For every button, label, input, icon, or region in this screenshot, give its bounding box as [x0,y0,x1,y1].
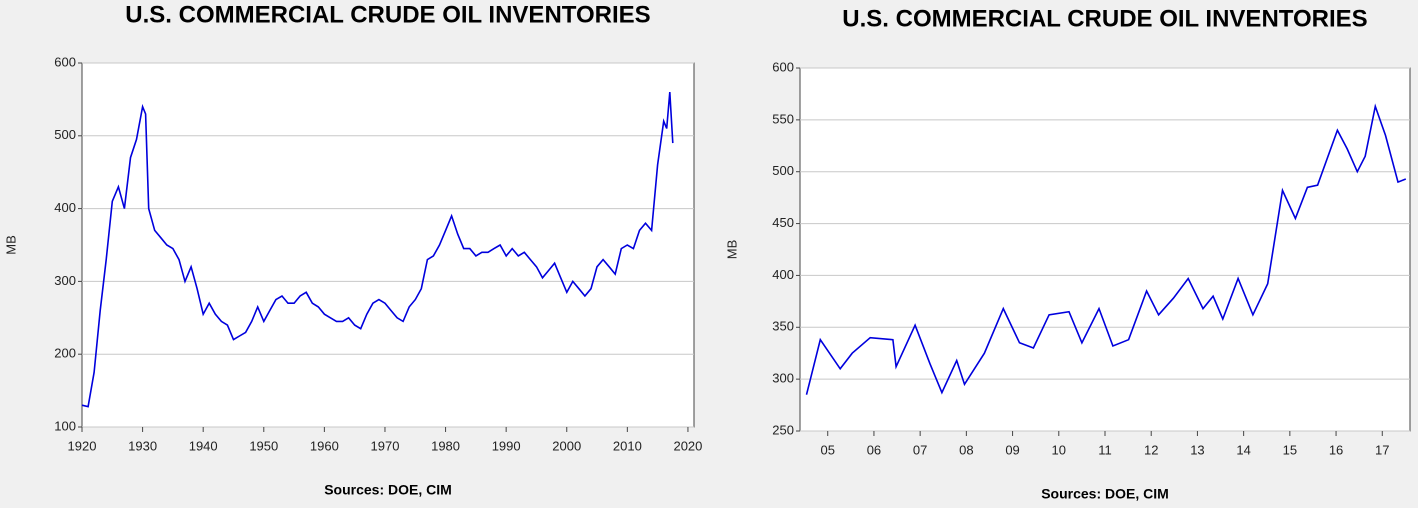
y-tick-label: 600 [54,54,76,69]
x-tick-label: 2000 [552,438,581,453]
x-tick-label: 1980 [431,438,460,453]
plot-area [81,62,695,428]
x-tick-label: 1930 [128,438,157,453]
x-tick-label: 1960 [310,438,339,453]
data-line [805,103,1407,395]
chart-title: U.S. COMMERCIAL CRUDE OIL INVENTORIES [842,5,1367,32]
x-tick-label: 11 [1098,442,1112,457]
x-tick-label: 2020 [673,438,702,453]
x-tick-label: 13 [1190,442,1204,457]
y-axis-label: MB [3,235,18,255]
x-tick-label: 1970 [371,438,400,453]
y-tick-label: 250 [772,422,794,437]
y-tick-label: 100 [54,418,76,433]
x-tick-label: 1950 [249,438,278,453]
y-tick-label: 300 [54,273,76,288]
x-tick-label: 1940 [189,438,218,453]
y-tick-label: 200 [54,346,76,361]
y-tick-label: 400 [54,200,76,215]
source-note: Sources: DOE, CIM [1041,486,1169,502]
y-axis-label: MB [724,240,739,260]
x-tick-label: 08 [959,442,973,457]
source-note: Sources: DOE, CIM [324,482,452,498]
x-tick-label: 14 [1236,442,1250,457]
x-tick-label: 12 [1144,442,1158,457]
data-line [81,92,674,408]
plot-area [799,67,1411,432]
x-tick-label: 2010 [613,438,642,453]
x-tick-label: 15 [1283,442,1297,457]
y-tick-label: 500 [772,163,794,178]
y-tick-label: 600 [772,59,794,74]
x-tick-label: 05 [820,442,834,457]
y-tick-label: 450 [772,215,794,230]
x-tick-label: 1990 [492,438,521,453]
x-tick-label: 06 [867,442,881,457]
x-tick-label: 16 [1329,442,1343,457]
y-tick-label: 400 [772,267,794,282]
x-tick-label: 10 [1052,442,1066,457]
chart-title: U.S. COMMERCIAL CRUDE OIL INVENTORIES [125,1,650,28]
y-tick-label: 550 [772,111,794,126]
x-tick-label: 07 [913,442,927,457]
x-tick-label: 1920 [68,438,97,453]
y-tick-label: 500 [54,127,76,142]
y-tick-label: 300 [772,371,794,386]
x-tick-label: 17 [1375,442,1389,457]
x-tick-label: 09 [1005,442,1019,457]
y-tick-label: 350 [772,319,794,334]
